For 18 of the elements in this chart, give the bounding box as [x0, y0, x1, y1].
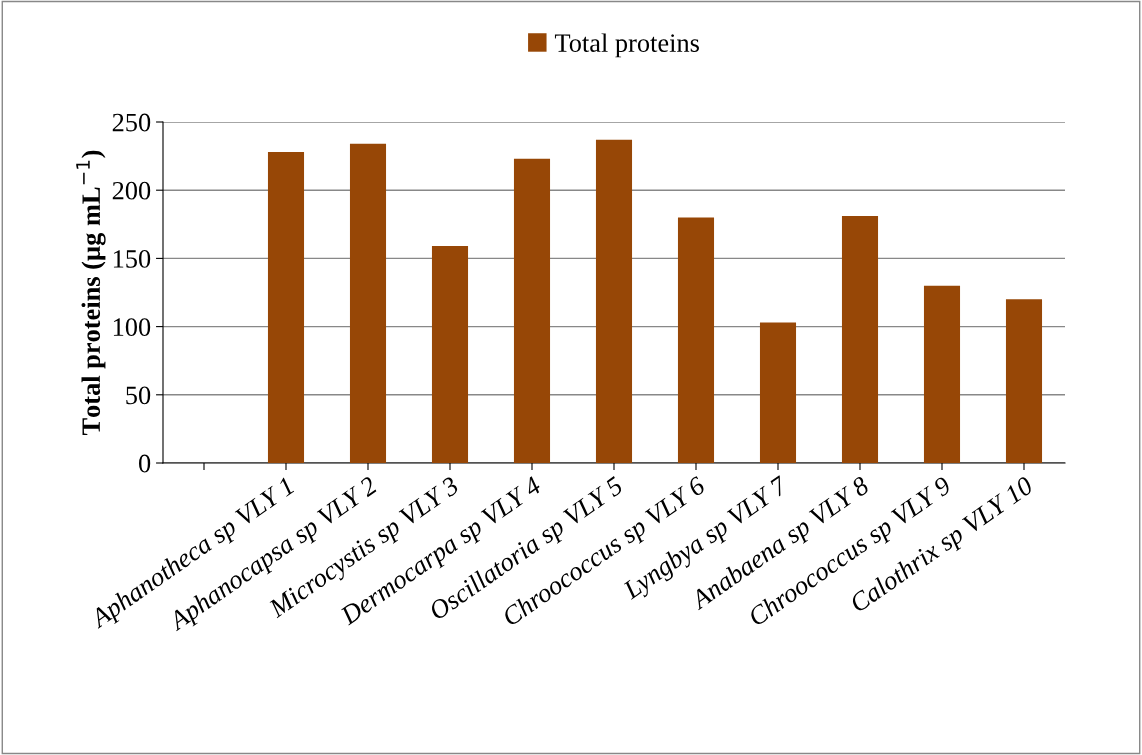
y-tick-label: 100	[113, 318, 151, 337]
y-tick-label: 50	[126, 386, 151, 405]
bar	[677, 217, 715, 463]
bar	[431, 246, 469, 463]
bar	[595, 139, 633, 463]
bar	[841, 216, 879, 463]
bar	[923, 285, 961, 463]
legend-label: Total proteins	[554, 33, 699, 58]
bar	[1005, 299, 1043, 463]
bar	[513, 158, 551, 463]
y-tick-label: 150	[113, 250, 151, 268]
bar	[267, 152, 305, 463]
y-tick-label: 200	[112, 181, 151, 200]
y-tick-label: 250	[112, 113, 151, 132]
bar	[349, 143, 387, 463]
bar	[759, 322, 797, 463]
y-tick-label: 0	[139, 454, 151, 473]
y-axis-title: Total proteins (µg mL$^{−1}$)	[76, 150, 106, 436]
